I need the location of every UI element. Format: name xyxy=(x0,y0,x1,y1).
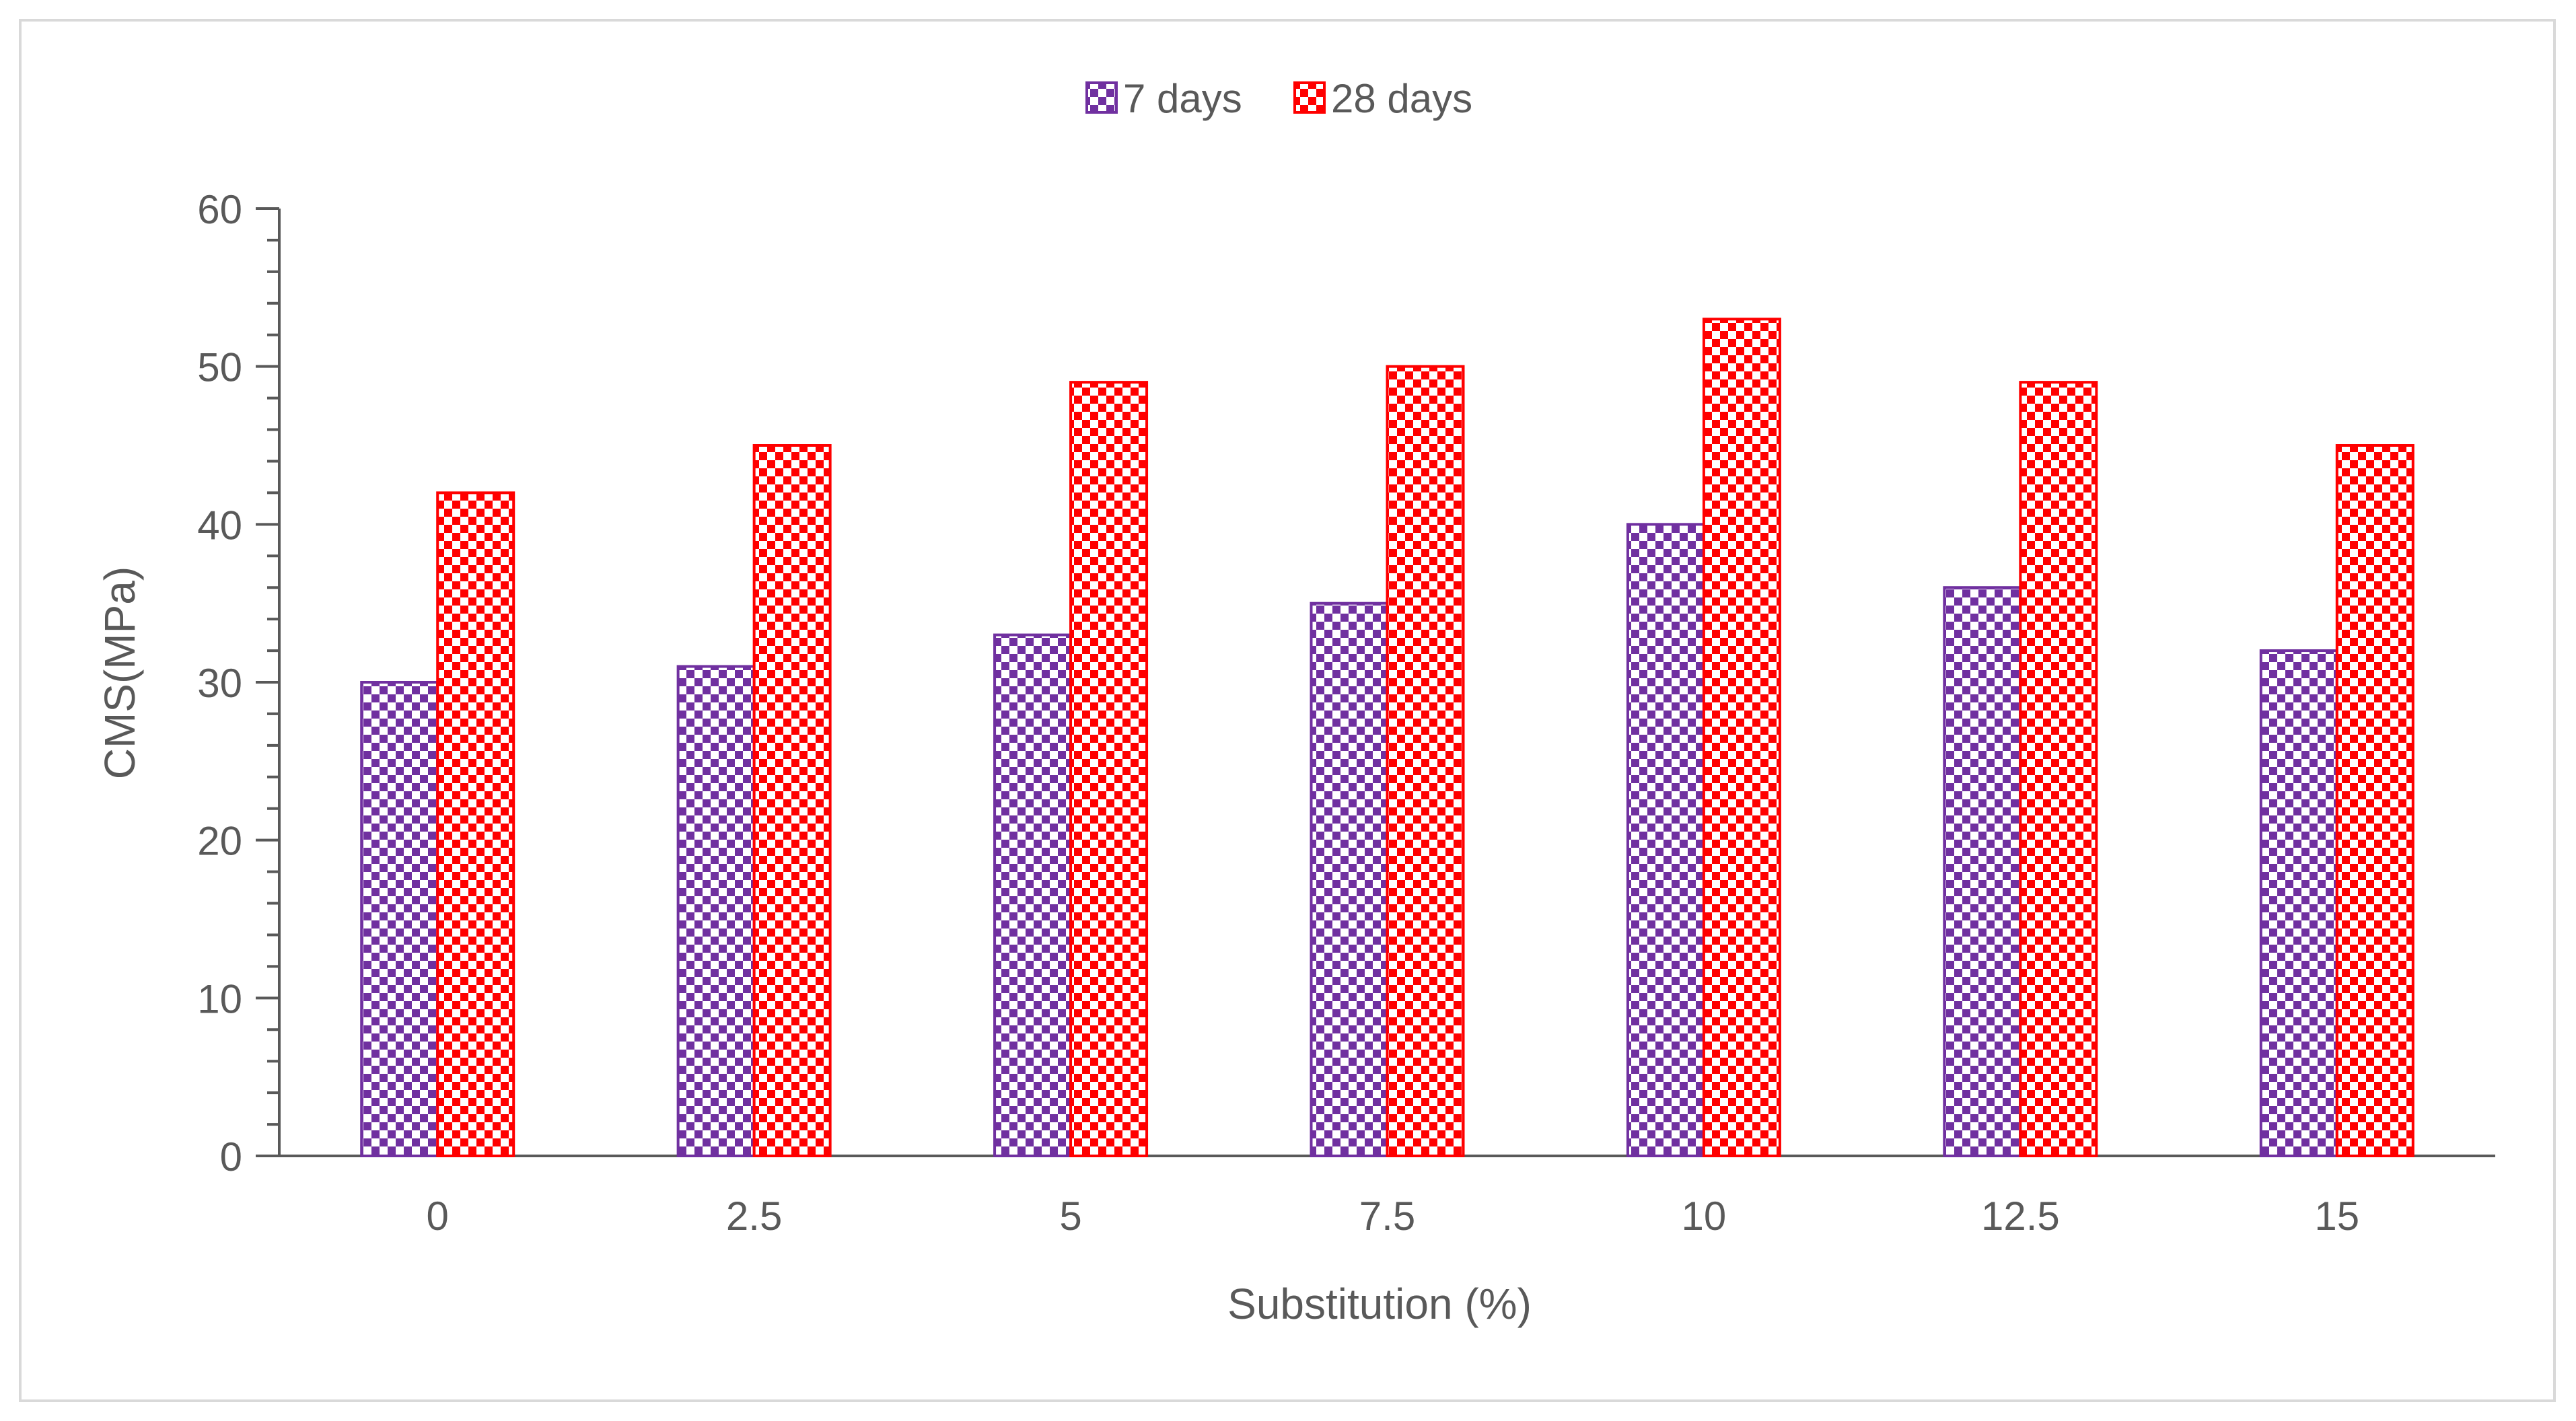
legend: 7 days 28 days xyxy=(1085,76,1472,121)
x-tick-label: 0 xyxy=(427,1194,449,1239)
bar-28-days-2.5 xyxy=(752,444,832,1157)
bar-7-days-5 xyxy=(993,633,1073,1157)
x-tick-label: 15 xyxy=(2314,1194,2359,1239)
bar-7-days-12.5 xyxy=(1943,586,2022,1157)
bar-7-days-7.5 xyxy=(1310,602,1389,1157)
x-tick-label: 12.5 xyxy=(1981,1194,2060,1239)
y-tick-label: 10 xyxy=(197,976,242,1021)
y-tick-label: 40 xyxy=(197,503,242,548)
y-tick-label: 20 xyxy=(197,819,242,864)
legend-label-7-days: 7 days xyxy=(1123,76,1242,121)
y-tick-label: 30 xyxy=(197,661,242,706)
y-tick-label: 50 xyxy=(197,345,242,390)
bar-7-days-2.5 xyxy=(676,665,756,1157)
bars xyxy=(360,318,2414,1158)
bar-28-days-12.5 xyxy=(2019,381,2098,1158)
legend-swatch-7-days xyxy=(1085,81,1118,114)
x-axis-title: Substitution (%) xyxy=(1227,1280,1532,1328)
bar-28-days-7.5 xyxy=(1386,365,1465,1158)
bar-28-days-0 xyxy=(436,491,515,1157)
bar-7-days-0 xyxy=(360,681,439,1157)
bar-28-days-5 xyxy=(1069,381,1149,1158)
x-tick-label: 5 xyxy=(1059,1194,1081,1239)
legend-label-28-days: 28 days xyxy=(1331,76,1472,121)
x-tick-label: 10 xyxy=(1682,1194,1727,1239)
y-tick-label: 60 xyxy=(197,187,242,232)
bar-7-days-10 xyxy=(1626,523,1705,1157)
bar-28-days-15 xyxy=(2335,444,2414,1157)
legend-swatch-28-days xyxy=(1293,81,1326,114)
y-axis-title: CMS(MPa) xyxy=(96,567,144,779)
x-tick-label: 7.5 xyxy=(1359,1194,1415,1239)
axes: 0 10 20 30 40 50 60 0 2.5 5 7.5 10 12.5 15 xyxy=(197,187,2495,1239)
y-tick-label: 0 xyxy=(220,1134,242,1179)
bar-7-days-15 xyxy=(2259,649,2338,1157)
bar-28-days-10 xyxy=(1702,318,1781,1157)
x-tick-label: 2.5 xyxy=(726,1194,782,1239)
